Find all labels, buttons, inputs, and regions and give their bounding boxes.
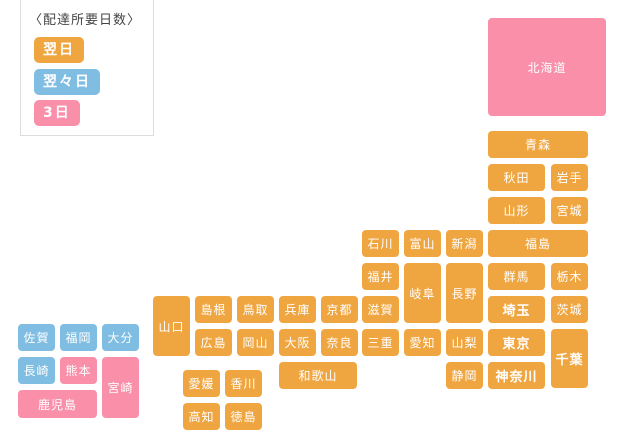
prefecture-tile[interactable]: 長野: [446, 263, 483, 323]
prefecture-tile[interactable]: 千葉: [551, 329, 588, 388]
prefecture-tile[interactable]: 鳥取: [237, 296, 274, 323]
prefecture-tile[interactable]: 鹿児島: [18, 390, 97, 418]
prefecture-tile[interactable]: 徳島: [225, 403, 262, 430]
prefecture-tile[interactable]: 岐阜: [404, 263, 441, 323]
prefecture-tile[interactable]: 静岡: [446, 362, 483, 389]
legend: 〈配達所要日数〉 翌日 翌々日 3日: [20, 0, 154, 136]
prefecture-tile[interactable]: 群馬: [488, 263, 545, 290]
prefecture-tile[interactable]: 愛媛: [183, 370, 220, 397]
prefecture-tile[interactable]: 埼玉: [488, 296, 545, 323]
prefecture-tile[interactable]: 新潟: [446, 230, 483, 257]
legend-next-day: 翌日: [34, 37, 84, 63]
prefecture-tile[interactable]: 茨城: [551, 296, 588, 323]
prefecture-tile[interactable]: 熊本: [60, 357, 97, 384]
prefecture-tile[interactable]: 大阪: [279, 329, 316, 356]
legend-two-days: 翌々日: [34, 69, 100, 95]
prefecture-tile[interactable]: 長崎: [18, 357, 55, 384]
prefecture-tile[interactable]: 奈良: [321, 329, 358, 356]
prefecture-tile[interactable]: 栃木: [551, 263, 588, 290]
prefecture-tile[interactable]: 大分: [102, 324, 139, 351]
prefecture-tile[interactable]: 青森: [488, 131, 588, 158]
prefecture-tile[interactable]: 東京: [488, 329, 545, 356]
prefecture-tile[interactable]: 島根: [195, 296, 232, 323]
legend-title: 〈配達所要日数〉: [29, 13, 142, 28]
prefecture-tile[interactable]: 宮城: [551, 197, 588, 224]
prefecture-tile[interactable]: 兵庫: [279, 296, 316, 323]
prefecture-tile[interactable]: 岩手: [551, 164, 588, 191]
prefecture-tile[interactable]: 高知: [183, 403, 220, 430]
prefecture-tile[interactable]: 秋田: [488, 164, 545, 191]
prefecture-tile[interactable]: 山形: [488, 197, 545, 224]
prefecture-tile[interactable]: 山口: [153, 296, 190, 356]
prefecture-tile[interactable]: 神奈川: [488, 362, 545, 389]
prefecture-tile[interactable]: 宮崎: [102, 357, 139, 418]
prefecture-tile[interactable]: 広島: [195, 329, 232, 356]
prefecture-tile[interactable]: 北海道: [488, 18, 606, 116]
prefecture-tile[interactable]: 山梨: [446, 329, 483, 356]
prefecture-tile[interactable]: 和歌山: [279, 362, 357, 389]
prefecture-tile[interactable]: 京都: [321, 296, 358, 323]
prefecture-tile[interactable]: 福井: [362, 263, 399, 290]
prefecture-tile[interactable]: 石川: [362, 230, 399, 257]
prefecture-tile[interactable]: 富山: [404, 230, 441, 257]
prefecture-tile[interactable]: 福岡: [60, 324, 97, 351]
prefecture-tile[interactable]: 佐賀: [18, 324, 55, 351]
prefecture-tile[interactable]: 福島: [488, 230, 588, 257]
prefecture-tile[interactable]: 香川: [225, 370, 262, 397]
prefecture-tile[interactable]: 愛知: [404, 329, 441, 356]
legend-three-days: 3日: [34, 100, 80, 126]
prefecture-tile[interactable]: 滋賀: [362, 296, 399, 323]
prefecture-tile[interactable]: 岡山: [237, 329, 274, 356]
prefecture-tile[interactable]: 三重: [362, 329, 399, 356]
